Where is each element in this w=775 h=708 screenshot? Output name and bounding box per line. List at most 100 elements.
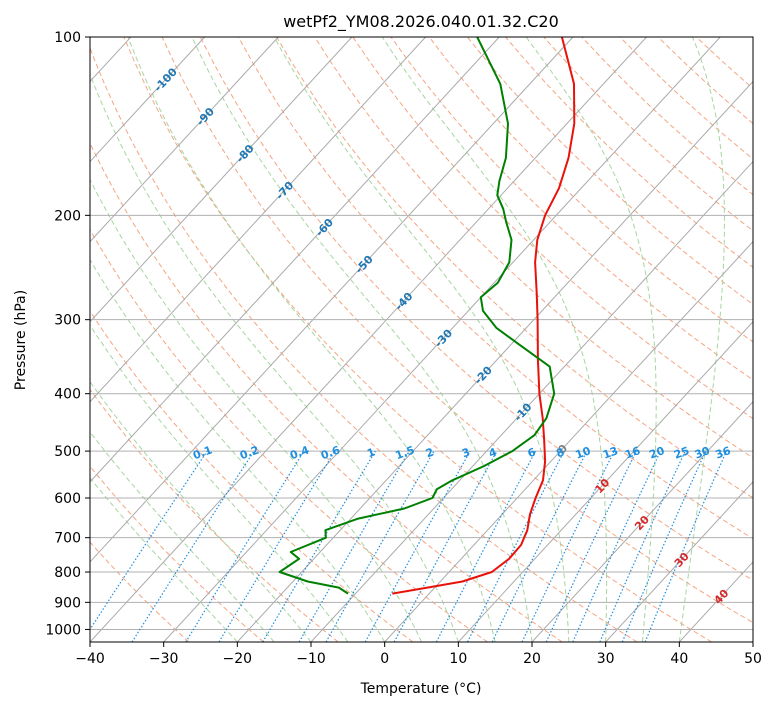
mixing-ratio-label: 3 [460, 445, 472, 460]
isotherm-line [90, 37, 353, 323]
mixing-ratio-labels: 0.1 0.2 0.4 0.6 1 1.5 2 3 4 6 8 10 13 16 20 25 30 36 [191, 443, 733, 462]
isotherm-line [531, 401, 753, 642]
mixing-ratio-label: 0.2 [238, 443, 261, 462]
mixing-ratio-line [131, 450, 255, 642]
x-tick-label: 10 [449, 651, 467, 667]
moist-adiabat [90, 72, 459, 642]
dry-adiabat [199, 37, 753, 581]
mixing-ratio-line [364, 450, 471, 642]
mixing-ratio-line [90, 450, 208, 631]
isotherm-line [90, 37, 205, 163]
x-axis-ticks: −40 −30 −20 −10 0 10 20 30 40 50 [75, 642, 762, 667]
moist-adiabat [678, 37, 726, 642]
dry-adiabat [161, 37, 753, 624]
isotherm-line [457, 320, 753, 642]
mixing-ratio-label: 6 [526, 445, 538, 460]
y-axis-label: Pressure (hPa) [13, 290, 29, 390]
mixing-ratio-line [545, 450, 637, 642]
mixing-ratio-label: 36 [714, 444, 733, 462]
dry-adiabat [581, 37, 753, 196]
mixing-ratio-line [298, 450, 410, 642]
moist-adiabat [90, 258, 386, 642]
mixing-ratio-line [218, 450, 336, 642]
dry-adiabat [90, 388, 339, 642]
isotherm-line [310, 160, 753, 642]
dry-adiabat [90, 310, 414, 642]
isotherm-label: -100 [152, 65, 181, 94]
y-tick-label: 700 [54, 531, 81, 547]
y-tick-label: 100 [54, 30, 81, 46]
y-axis-ticks: 100 200 300 400 500 600 700 800 900 1000 [45, 30, 90, 638]
mixing-ratio-label: 1 [365, 446, 377, 461]
x-tick-label: 40 [670, 651, 688, 667]
mixing-ratio-label: 0.1 [191, 443, 214, 462]
x-tick-label: −20 [223, 651, 253, 667]
background-lines [90, 37, 753, 642]
isotherm-line [90, 37, 574, 563]
temperature-profile [392, 37, 576, 595]
moist-adiabat [90, 431, 275, 642]
x-axis-label: Temperature (°C) [360, 681, 482, 697]
dry-adiabat [90, 465, 264, 642]
dry-adiabat [90, 46, 638, 642]
y-tick-label: 500 [54, 444, 81, 460]
dry-adiabat [90, 142, 563, 642]
chart-title: wetPf2_YM08.2026.040.01.32.C20 [283, 12, 559, 32]
mixing-ratio-line [621, 450, 707, 642]
mixing-ratio-line [435, 450, 537, 642]
dry-adiabat [695, 37, 753, 90]
mixing-ratio-label: 4 [487, 445, 499, 460]
mixing-ratio-label: 8 [554, 445, 566, 460]
x-tick-label: −10 [296, 651, 326, 667]
y-tick-label: 900 [54, 595, 81, 611]
moist-adiabat [90, 477, 238, 642]
x-tick-label: 50 [744, 651, 762, 667]
x-tick-label: 0 [380, 651, 389, 667]
isotherm-line [90, 37, 647, 642]
isotherm-line [90, 37, 279, 243]
dry-adiabat [505, 37, 753, 268]
x-tick-label: 20 [523, 651, 541, 667]
mixing-ratio-line [491, 450, 588, 642]
y-tick-label: 400 [54, 387, 81, 403]
dry-adiabat [237, 37, 753, 540]
mixing-ratio-label: 20 [648, 444, 667, 462]
mixing-ratio-line [572, 450, 662, 642]
mixing-ratio-label: 2 [424, 445, 436, 460]
moist-adiabat [525, 37, 657, 642]
isotherm-line [90, 37, 426, 403]
mixing-ratio-label: 1.5 [394, 443, 417, 462]
mixing-ratio-label: 13 [601, 444, 620, 461]
moist-adiabat [90, 324, 349, 642]
mixing-ratio-line [644, 450, 728, 642]
dry-adiabat [466, 37, 753, 305]
mixing-ratio-label: 16 [623, 444, 642, 462]
y-tick-label: 800 [54, 565, 81, 581]
mixing-ratio-line [262, 450, 376, 642]
dry-adiabat [657, 37, 753, 125]
moist-adiabat [381, 37, 608, 642]
isotherm-line [90, 37, 500, 483]
x-tick-label: −40 [75, 651, 105, 667]
dewpoint-profile [278, 37, 556, 595]
mixing-ratio-line [521, 450, 615, 642]
dry-adiabat [276, 37, 753, 499]
profiles [278, 37, 576, 595]
isotherm-line [678, 561, 753, 642]
y-tick-label: 200 [54, 208, 81, 224]
moist-adiabat [90, 178, 422, 642]
x-tick-label: −30 [149, 651, 179, 667]
mixing-ratio-line [599, 450, 686, 642]
moist-adiabat [127, 37, 496, 642]
mixing-ratio-label: 30 [693, 444, 712, 462]
moist-adiabat [273, 37, 570, 642]
moist-adiabat [191, 37, 533, 642]
mixing-ratio-label: 0.4 [288, 443, 311, 462]
mixing-ratio-line [393, 450, 498, 642]
isotherm-line [163, 37, 721, 642]
mixing-ratio-line [466, 450, 565, 642]
isotherm-line [605, 481, 753, 642]
plot-frame [89, 36, 754, 643]
